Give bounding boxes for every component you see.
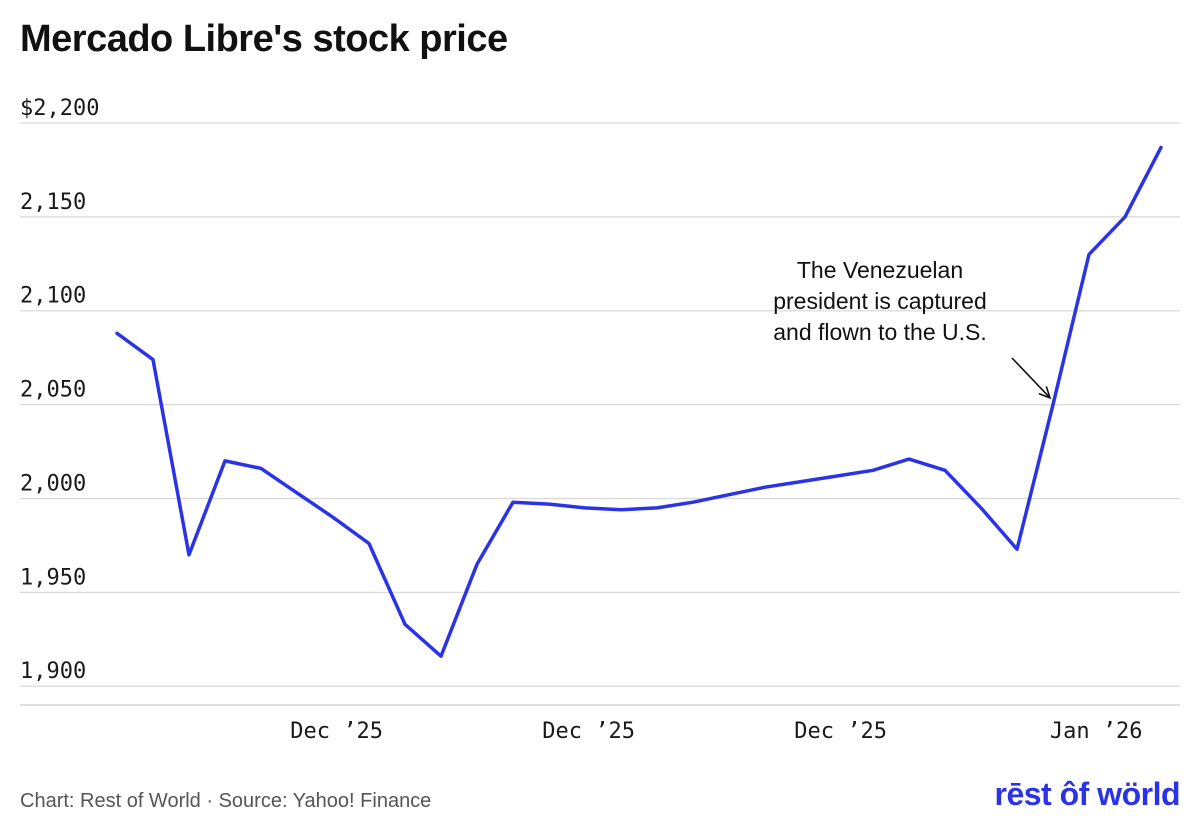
brand-logo: rēst ôf wörld bbox=[994, 776, 1180, 812]
y-tick-label-0: $2,200 bbox=[20, 96, 99, 121]
chart-title: Mercado Libre's stock price bbox=[20, 18, 508, 60]
data-point-12 bbox=[547, 502, 551, 506]
y-tick-label-6: 1,900 bbox=[20, 659, 86, 684]
data-point-29 bbox=[1159, 145, 1163, 149]
gridlines bbox=[20, 122, 1180, 706]
data-point-24 bbox=[979, 506, 983, 510]
y-axis-ticks: $2,200 2,150 2,100 2,050 2,000 1,950 1,900 bbox=[20, 96, 99, 684]
data-point-4 bbox=[259, 466, 263, 470]
series-layer bbox=[115, 145, 1163, 658]
data-point-23 bbox=[943, 468, 947, 472]
data-point-7 bbox=[367, 542, 371, 546]
data-point-2 bbox=[187, 553, 191, 557]
data-point-18 bbox=[763, 485, 767, 489]
data-point-5 bbox=[295, 491, 299, 495]
y-tick-label-3: 2,050 bbox=[20, 378, 86, 403]
y-tick-label-1: 2,150 bbox=[20, 190, 86, 215]
annotation: The Venezuelan president is captured and f… bbox=[773, 257, 1052, 400]
y-tick-label-2: 2,100 bbox=[20, 284, 86, 309]
annotation-line-1: president is captured bbox=[773, 288, 987, 314]
data-point-13 bbox=[583, 506, 587, 510]
data-point-14 bbox=[619, 508, 623, 512]
data-point-26 bbox=[1051, 403, 1055, 407]
x-tick-label-3: Jan ’26 bbox=[1050, 719, 1143, 744]
data-point-25 bbox=[1015, 547, 1019, 551]
data-point-20 bbox=[835, 474, 839, 478]
x-tick-label-0: Dec ’25 bbox=[290, 719, 383, 744]
data-point-15 bbox=[655, 506, 659, 510]
data-point-3 bbox=[223, 459, 227, 463]
data-point-22 bbox=[907, 457, 911, 461]
x-tick-label-2: Dec ’25 bbox=[794, 719, 887, 744]
data-point-27 bbox=[1087, 252, 1091, 256]
annotation-line-0: The Venezuelan bbox=[797, 257, 963, 283]
source-credit: Chart: Rest of World · Source: Yahoo! Fi… bbox=[20, 790, 432, 812]
data-point-19 bbox=[799, 480, 803, 484]
y-tick-label-5: 1,950 bbox=[20, 565, 86, 590]
data-point-28 bbox=[1123, 215, 1127, 219]
annotation-arrow-shaft bbox=[1011, 357, 1051, 399]
y-tick-label-4: 2,000 bbox=[20, 471, 86, 496]
data-point-6 bbox=[331, 515, 335, 519]
data-point-11 bbox=[511, 500, 515, 504]
annotation-line-2: and flown to the U.S. bbox=[773, 319, 987, 345]
series-line bbox=[115, 145, 1163, 658]
x-axis-ticks: Dec ’25 Dec ’25 Dec ’25 Jan ’26 bbox=[290, 719, 1142, 744]
data-point-9 bbox=[439, 654, 443, 658]
data-points bbox=[115, 145, 1163, 658]
x-tick-label-1: Dec ’25 bbox=[542, 719, 635, 744]
data-point-1 bbox=[151, 358, 155, 362]
data-point-16 bbox=[691, 500, 695, 504]
data-point-0 bbox=[115, 331, 119, 335]
data-point-21 bbox=[871, 468, 875, 472]
data-point-8 bbox=[403, 622, 407, 626]
data-point-17 bbox=[727, 493, 731, 497]
annotation-arrow-head bbox=[1038, 386, 1052, 400]
data-point-10 bbox=[475, 562, 479, 566]
